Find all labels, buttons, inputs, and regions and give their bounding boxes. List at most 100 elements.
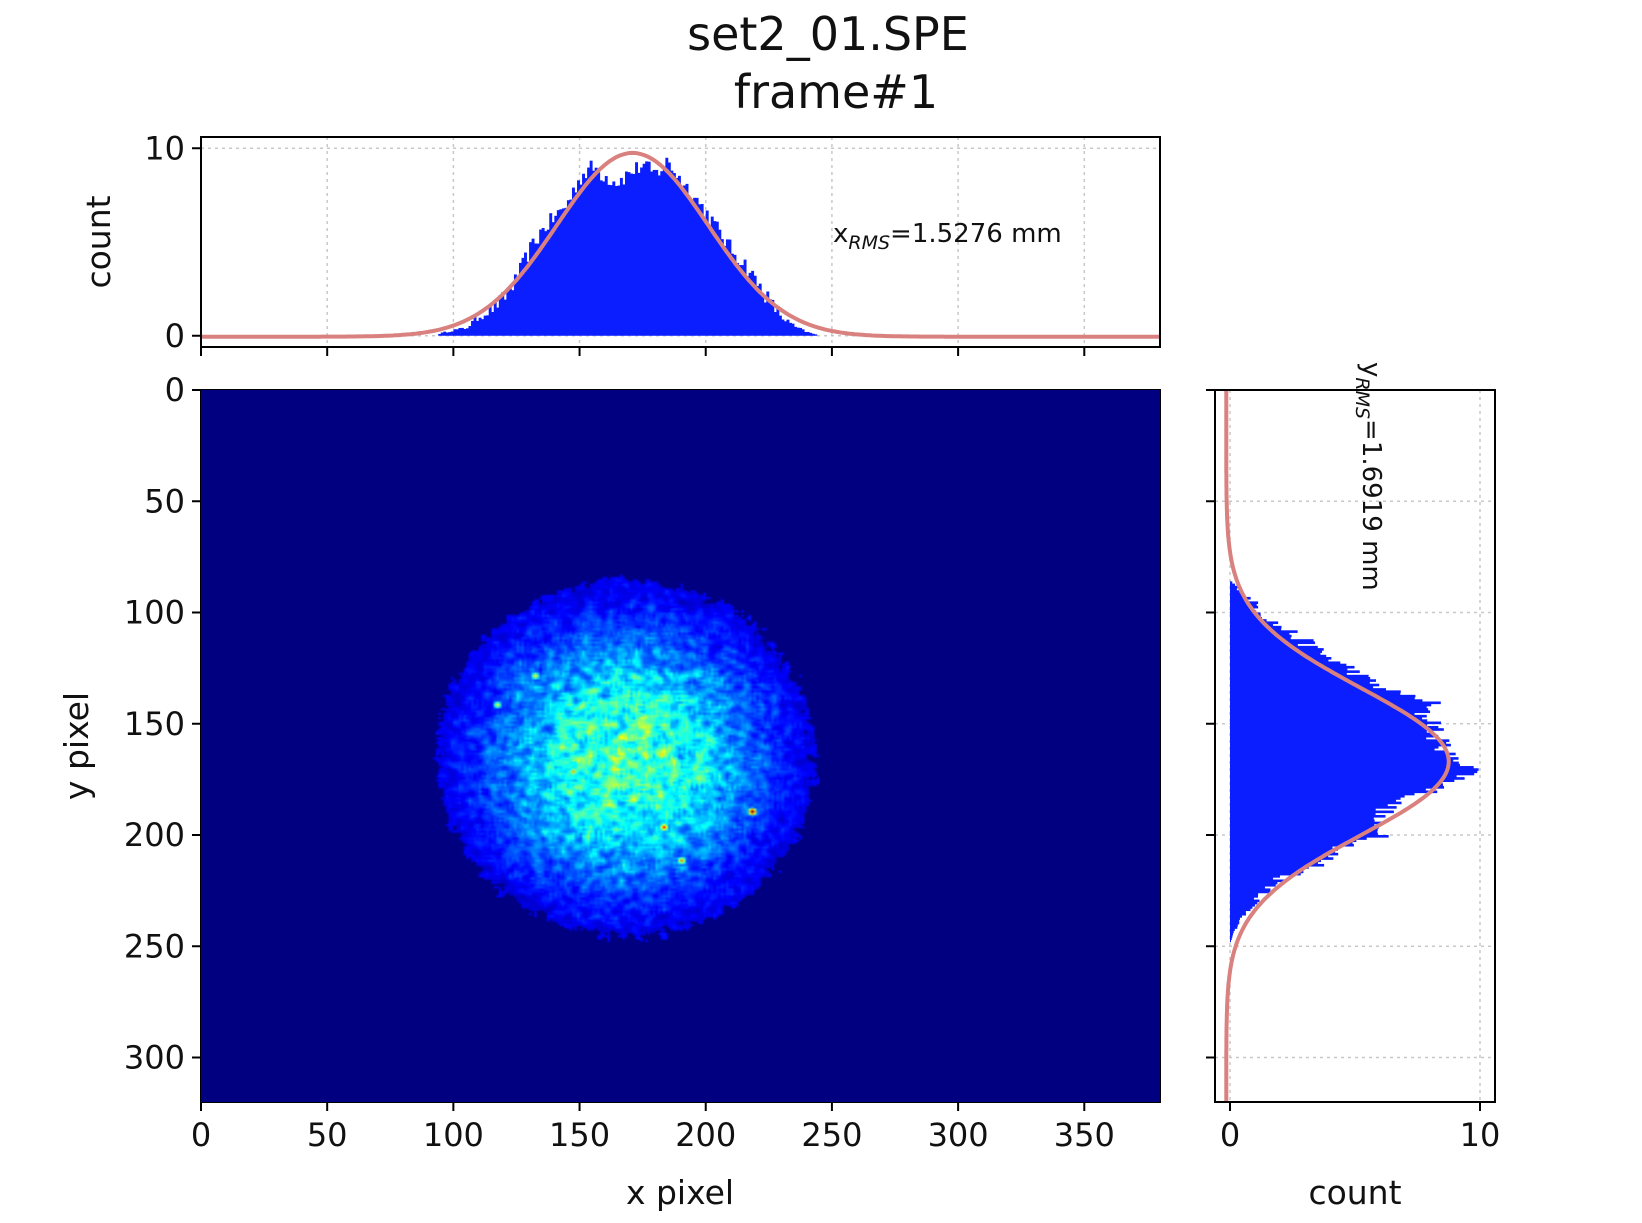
y-histogram-bar bbox=[1230, 814, 1386, 818]
x-histogram-ytick-label: 10 bbox=[144, 129, 185, 167]
x-histogram-bar bbox=[655, 169, 659, 336]
y-histogram-bar bbox=[1230, 690, 1401, 693]
x-histogram-bar bbox=[741, 265, 744, 336]
heatmap-xlabel: x pixel bbox=[626, 1173, 734, 1212]
y-rms-prefix: y bbox=[1356, 362, 1386, 377]
y-histogram-bar bbox=[1230, 748, 1435, 751]
y-histogram-bar bbox=[1230, 719, 1428, 722]
y-histogram-xlabel: count bbox=[1308, 1173, 1401, 1212]
x-histogram-bar bbox=[791, 323, 795, 336]
x-histogram-bar bbox=[756, 285, 760, 336]
y-histogram-bar bbox=[1230, 808, 1376, 811]
y-histogram-bar bbox=[1230, 621, 1279, 625]
x-histogram-frame bbox=[200, 136, 1161, 348]
x-histogram-bar bbox=[524, 252, 527, 336]
y-histogram-bar bbox=[1230, 826, 1379, 829]
y-histogram-bar bbox=[1230, 699, 1423, 702]
y-histogram-bar bbox=[1230, 774, 1457, 778]
heatmap-xtick-label: 0 bbox=[191, 1116, 211, 1154]
y-histogram-bar bbox=[1230, 645, 1318, 649]
y-histogram-bar bbox=[1230, 754, 1448, 758]
y-histogram-bar bbox=[1230, 863, 1325, 867]
y-histogram-ticks: 0 10 bbox=[1206, 389, 1500, 1154]
x-histogram-bar bbox=[501, 292, 505, 336]
y-histogram-bar bbox=[1230, 935, 1233, 938]
x-histogram-bar bbox=[453, 329, 457, 336]
y-histogram-bar bbox=[1230, 761, 1459, 765]
y-histogram-bar bbox=[1230, 734, 1439, 738]
y-histogram-bar bbox=[1230, 879, 1287, 883]
y-histogram-bar bbox=[1230, 777, 1465, 780]
x-histogram-bar bbox=[561, 208, 565, 336]
y-histogram-bar bbox=[1230, 657, 1332, 660]
x-histogram-bar bbox=[604, 176, 608, 336]
y-histogram-bar bbox=[1230, 875, 1280, 878]
y-histogram-frame bbox=[1214, 389, 1496, 1103]
x-histogram-bar bbox=[715, 221, 719, 336]
x-histogram-bar bbox=[660, 171, 664, 336]
heatmap-xtick-label: 350 bbox=[1054, 1116, 1115, 1154]
x-histogram-bar bbox=[637, 172, 641, 336]
y-histogram-bar bbox=[1230, 683, 1380, 687]
x-histogram-bar bbox=[761, 296, 765, 336]
heatmap-ylabel: y pixel bbox=[57, 692, 96, 800]
x-gaussian-fit-line bbox=[201, 150, 1160, 339]
x-histogram-bar bbox=[675, 177, 679, 336]
x-histogram-bar bbox=[622, 184, 626, 336]
x-histogram-bar bbox=[725, 239, 729, 336]
x-histogram-bar bbox=[440, 332, 444, 336]
y-rms-value: =1.6919 mm bbox=[1356, 419, 1386, 591]
x-histogram-bar bbox=[710, 216, 714, 336]
y-histogram-bar bbox=[1230, 810, 1394, 814]
x-histogram-bar bbox=[786, 319, 790, 336]
x-histogram-ylabel: count bbox=[79, 195, 118, 288]
x-histogram-bar bbox=[632, 173, 636, 336]
x-histogram-bar bbox=[677, 175, 681, 336]
x-histogram-bar bbox=[763, 302, 767, 336]
x-histogram-bar bbox=[491, 311, 495, 336]
y-histogram-bar bbox=[1230, 759, 1454, 762]
heatmap-xtick-label: 250 bbox=[801, 1116, 862, 1154]
y-histogram-bar bbox=[1230, 859, 1322, 863]
y-histogram-bar bbox=[1230, 850, 1335, 854]
x-histogram-bar bbox=[488, 306, 492, 336]
y-histogram-bar bbox=[1230, 654, 1327, 658]
x-histogram-bar bbox=[513, 274, 517, 336]
x-histogram-bar bbox=[723, 245, 727, 336]
x-histogram-bar bbox=[713, 221, 717, 336]
y-histogram-bar bbox=[1230, 839, 1357, 843]
y-histogram-bars bbox=[1230, 581, 1479, 943]
y-histogram-bar bbox=[1230, 868, 1303, 871]
y-histogram-bar bbox=[1230, 636, 1291, 640]
x-histogram-bar bbox=[582, 173, 585, 336]
x-histogram-bar bbox=[811, 333, 815, 336]
x-rms-annotation: xRMS=1.5276 mm bbox=[833, 219, 1062, 254]
x-histogram-bar bbox=[667, 162, 671, 336]
y-histogram-bar bbox=[1230, 723, 1428, 727]
x-histogram-bar bbox=[635, 162, 638, 336]
x-histogram-bar bbox=[746, 276, 750, 336]
y-histogram-bar bbox=[1230, 919, 1240, 923]
y-histogram-bar bbox=[1230, 614, 1261, 618]
x-histogram-bar bbox=[566, 200, 570, 336]
y-histogram-bar bbox=[1230, 623, 1274, 627]
x-histogram-bar bbox=[551, 222, 555, 336]
y-histogram-bar bbox=[1230, 668, 1348, 671]
x-histogram-bar bbox=[614, 186, 618, 336]
y-histogram-bar bbox=[1230, 674, 1369, 678]
y-histogram-bar bbox=[1230, 881, 1278, 885]
y-histogram-bar bbox=[1230, 688, 1386, 691]
y-histogram-bar bbox=[1230, 866, 1309, 869]
y-histogram-bar bbox=[1230, 832, 1378, 836]
x-histogram-bar bbox=[564, 207, 568, 336]
y-histogram-bar bbox=[1230, 663, 1347, 667]
x-histogram-bar bbox=[662, 166, 666, 336]
x-histogram-bar bbox=[624, 171, 628, 336]
y-histogram-bar bbox=[1230, 712, 1415, 716]
y-histogram-bar bbox=[1230, 890, 1271, 894]
x-histogram-bar bbox=[794, 326, 797, 336]
x-histogram-bar bbox=[468, 326, 472, 336]
x-histogram-bar bbox=[657, 175, 661, 336]
x-histogram-bar bbox=[536, 243, 540, 336]
